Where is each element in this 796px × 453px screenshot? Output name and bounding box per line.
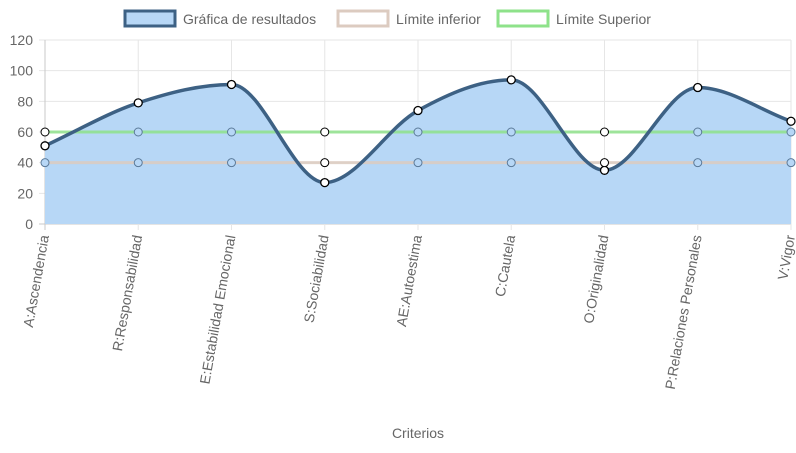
legend-swatch <box>123 9 177 28</box>
x-axis: A:Ascendencia R:Responsabilidad E:Estabili… <box>20 233 796 390</box>
grafica-de-resultados-point[interactable] <box>40 141 50 151</box>
grafica-de-resultados-point[interactable] <box>226 79 237 90</box>
y-tick-label: 100 <box>10 63 34 79</box>
limite-superior-point[interactable] <box>227 127 236 137</box>
grafica-de-resultados-point[interactable] <box>693 82 703 93</box>
x-tick-label: A:Ascendencia <box>20 234 52 329</box>
limite-inferior-point[interactable] <box>600 158 609 168</box>
legend-label: Gráfica de resultados <box>183 11 316 27</box>
limite-inferior-point[interactable] <box>506 158 516 168</box>
limite-superior-point[interactable] <box>693 127 703 137</box>
legend: Gráfica de resultados Límite inferior Lími… <box>123 9 651 28</box>
grafica-de-resultados-point[interactable] <box>506 75 516 85</box>
grafica-de-resultados-point[interactable] <box>133 98 143 108</box>
limite-superior-point[interactable] <box>506 127 516 137</box>
limite-inferior-point[interactable] <box>693 158 703 168</box>
limite-inferior-point[interactable] <box>40 158 50 168</box>
legend-label: Límite Superior <box>556 11 651 27</box>
series-layer <box>40 75 796 224</box>
y-tick-label: 40 <box>17 155 33 171</box>
legend-swatch <box>336 9 390 28</box>
grafica-de-resultados-point[interactable] <box>413 105 423 116</box>
y-axis: 0 20 40 60 80 100 120 <box>10 32 34 232</box>
legend-item-limite-inferior[interactable]: Límite inferior <box>336 9 481 28</box>
x-tick-label: P:Relaciones Personales <box>662 234 705 391</box>
limite-superior-point[interactable] <box>133 127 143 137</box>
y-tick-label: 20 <box>17 185 33 201</box>
x-axis-title: Criterios <box>392 425 444 441</box>
x-tick-label: S:Sociabilidad <box>301 234 332 324</box>
x-tick-label: O:Originalidad <box>580 234 611 325</box>
limite-inferior-point[interactable] <box>227 158 236 168</box>
results-area-fill <box>45 79 791 224</box>
limite-inferior-point[interactable] <box>413 158 423 168</box>
grafica-de-resultados-point[interactable] <box>320 177 330 188</box>
x-tick-label: E:Estabilidad Emocional <box>196 234 238 385</box>
x-tick-label: C:Cautela <box>492 234 519 298</box>
x-tick-label: AE:Autoestima <box>393 234 425 328</box>
grafica-de-resultados-point[interactable] <box>786 116 796 126</box>
x-tick-label: R:Responsabilidad <box>109 234 145 353</box>
limite-inferior-point[interactable] <box>133 158 143 168</box>
y-tick-label: 120 <box>10 32 34 48</box>
limite-superior-point[interactable] <box>320 127 330 137</box>
legend-label: Límite inferior <box>396 11 481 27</box>
limite-superior-point[interactable] <box>413 127 423 137</box>
limite-superior-point[interactable] <box>40 127 50 137</box>
legend-swatch <box>496 9 550 28</box>
grafica-de-resultados-point[interactable] <box>599 165 610 175</box>
limite-superior-point[interactable] <box>600 127 609 137</box>
y-tick-label: 0 <box>25 216 33 232</box>
x-tick-label: V:Vigor <box>774 233 796 281</box>
legend-item-limite-superior[interactable]: Límite Superior <box>496 9 651 28</box>
legend-item-grafica-de-resultados[interactable]: Gráfica de resultados <box>123 9 316 28</box>
y-tick-label: 80 <box>17 93 33 109</box>
limite-inferior-point[interactable] <box>786 158 796 168</box>
limite-superior-point[interactable] <box>786 127 796 137</box>
limite-inferior-point[interactable] <box>320 158 330 168</box>
y-tick-label: 60 <box>17 124 33 140</box>
